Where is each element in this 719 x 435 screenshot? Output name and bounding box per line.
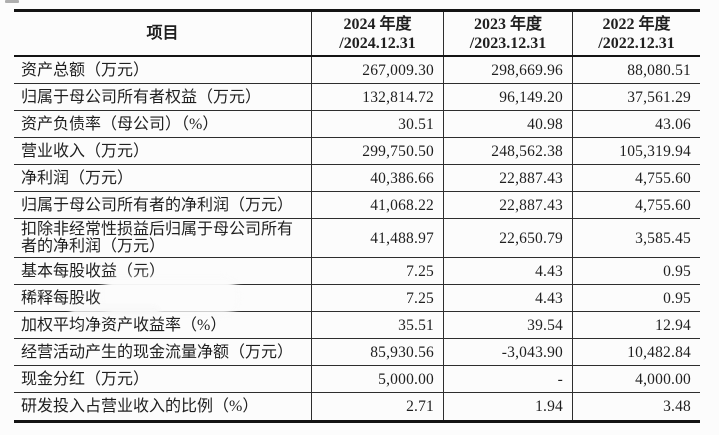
row-label: 研发投入占营业收入的比例（%） [21, 398, 259, 415]
scan-artifact [5, 0, 19, 3]
row-label: 加权平均净资产收益率（%） [21, 316, 227, 334]
row-value: 41,488.97 [311, 219, 443, 257]
row-label: 经营活动产生的现金流量净额（万元） [21, 343, 294, 361]
row-value: 132,814.72 [311, 84, 443, 110]
row-value: 22,650.79 [443, 219, 572, 257]
row-label: 资产总额（万元） [21, 61, 150, 79]
table-row: 归属于母公司所有者权益（万元） 132,814.72 96,149.20 37,561… [14, 84, 700, 111]
row-value: 41,068.22 [311, 192, 443, 218]
table-row: 净利润（万元） 40,386.66 22,887.43 4,755.60 [14, 165, 700, 192]
row-value: 4,755.60 [572, 165, 700, 191]
table-row: 现金分红（万元） 5,000.00-4,000.00 [14, 366, 700, 393]
row-value: 299,750.50 [311, 138, 443, 164]
row-value: 39.54 [443, 312, 572, 338]
row-value: 22,887.43 [443, 192, 572, 218]
row-value: -3,043.90 [443, 339, 572, 365]
table-body: 资产总额（万元） 267,009.30 298,669.96 88,080.51 归属于… [14, 57, 700, 420]
header-period-2022: 2022 年度 /2022.12.31 [572, 12, 700, 55]
row-value: 4.43 [443, 258, 572, 284]
table-row: 经营活动产生的现金流量净额（万元） 85,930.56 -3,043.90 10,48… [14, 339, 700, 366]
row-value: 40,386.66 [311, 165, 443, 191]
header-period-2024-line1: 2024 年度 [343, 15, 412, 33]
row-value: 10,482.84 [572, 339, 700, 365]
row-value: 4.43 [443, 285, 572, 311]
row-value: 7.25 [311, 258, 443, 284]
row-value: 5,000.00 [311, 366, 443, 392]
row-label: 营业收入（万元） [21, 142, 150, 160]
header-period-2023-line2: /2023.12.31 [469, 34, 547, 52]
row-value: 298,669.96 [443, 57, 572, 83]
row-value: 37,561.29 [572, 84, 700, 110]
row-label: 归属于母公司所有者的净利润（万元） [21, 196, 294, 214]
table-header-row: 项目 2024 年度 /2024.12.31 2023 年度 /2023.12.… [14, 12, 700, 57]
row-value: 40.98 [443, 111, 572, 137]
row-label: 归属于母公司所有者权益（万元） [21, 88, 262, 106]
row-value: 248,562.38 [443, 138, 572, 164]
header-period-2024-line2: /2024.12.31 [339, 34, 416, 52]
table-row: 加权平均净资产收益率（%） 35.51 39.54 12.94 [14, 312, 700, 339]
header-period-2022-line2: /2022.12.31 [598, 34, 675, 52]
row-value: 43.06 [572, 111, 700, 137]
row-value: 96,149.20 [443, 84, 572, 110]
row-value: 88,080.51 [572, 57, 700, 83]
table-row: 研发投入占营业收入的比例（%） 2.71 1.94 3.48 [14, 393, 700, 420]
row-value: 267,009.30 [311, 57, 443, 83]
row-value: 35.51 [311, 312, 443, 338]
row-label: 资产负债率（母公司）（%） [21, 115, 219, 133]
row-label: 稀释每股收 [14, 281, 311, 317]
row-value: 7.25 [311, 285, 443, 311]
row-value: 2.71 [311, 393, 443, 420]
header-item: 项目 [146, 25, 179, 42]
row-value: 3.48 [572, 393, 700, 420]
table-row: 营业收入（万元） 299,750.50 248,562.38 105,319.94 [14, 138, 700, 165]
row-label: 现金分红（万元） [21, 370, 150, 388]
row-label: 基本每股收益（元） [21, 262, 166, 280]
row-value: - [443, 366, 572, 392]
header-period-2023: 2023 年度 /2023.12.31 [443, 12, 572, 55]
row-value: 4,755.60 [572, 192, 700, 218]
table-row: 稀释每股收 7.25 4.43 0.95 [14, 281, 700, 317]
table-row: 归属于母公司所有者的净利润（万元） 41,068.22 22,887.43 4,755… [14, 192, 700, 219]
row-value: 4,000.00 [572, 366, 700, 392]
table-row: 资产负债率（母公司）（%） 30.51 40.98 43.06 [14, 111, 700, 138]
row-label: 扣除非经常性损益后归属于母公司所有者的净利润（万元） [21, 221, 294, 255]
row-label: 净利润（万元） [21, 169, 134, 187]
row-value: 12.94 [572, 312, 700, 338]
row-value: 30.51 [311, 111, 443, 137]
table-row: 扣除非经常性损益后归属于母公司所有者的净利润（万元） 41,488.97 22,65… [14, 219, 700, 258]
header-period-2024: 2024 年度 /2024.12.31 [311, 12, 443, 55]
table-row: 资产总额（万元） 267,009.30 298,669.96 88,080.51 [14, 57, 700, 84]
header-period-2023-line1: 2023 年度 [473, 15, 542, 33]
row-value: 3,585.45 [572, 219, 700, 257]
row-value: 1.94 [443, 393, 572, 420]
redaction-smudge [106, 281, 234, 311]
row-value: 85,930.56 [311, 339, 443, 365]
row-value: 0.95 [572, 285, 700, 311]
row-value: 105,319.94 [572, 138, 700, 164]
header-period-2022-line1: 2022 年度 [602, 15, 671, 33]
financial-table: 项目 2024 年度 /2024.12.31 2023 年度 /2023.12.… [14, 9, 700, 423]
row-value: 0.95 [572, 258, 700, 284]
row-value: 22,887.43 [443, 165, 572, 191]
table-row: 基本每股收益（元） 7.25 4.43 0.95 [14, 258, 700, 285]
